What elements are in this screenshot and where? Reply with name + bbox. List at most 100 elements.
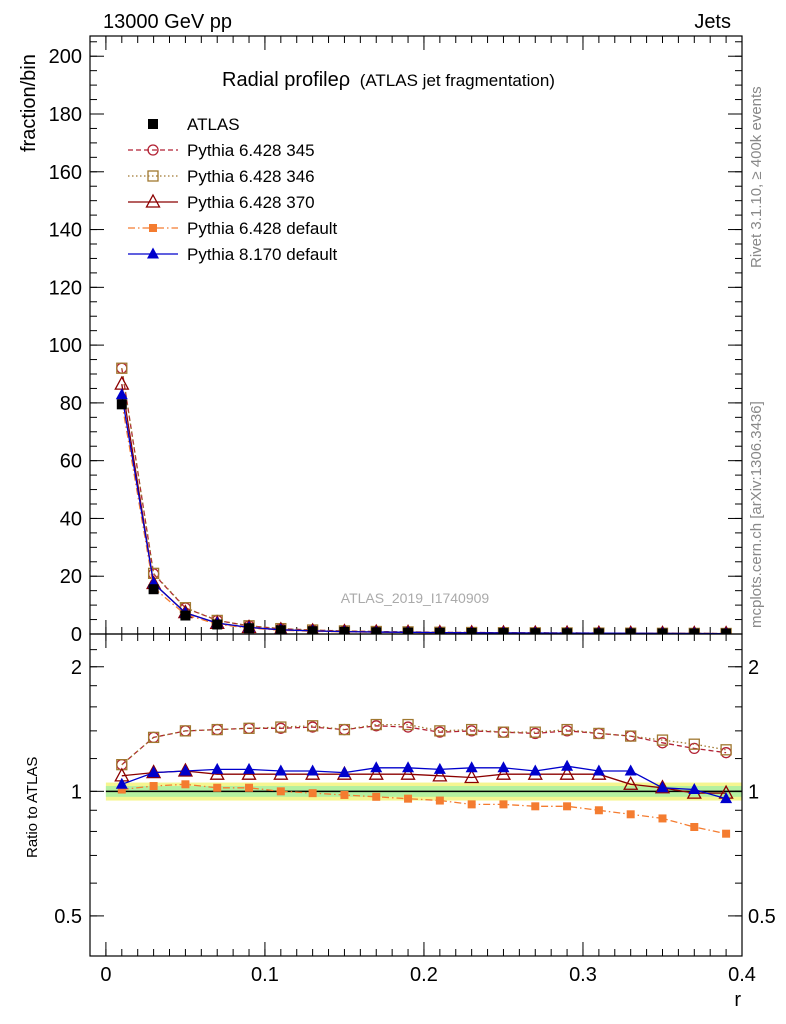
ratio-series-pythia-6-428-346 [116, 718, 732, 771]
data-point [148, 584, 159, 595]
ratio-data [105, 718, 742, 838]
legend-item: Pythia 8.170 default [128, 245, 338, 264]
ratio-point [147, 731, 160, 744]
ratio-point [497, 726, 510, 738]
ratio-point [117, 785, 126, 794]
ratio-point [563, 802, 572, 811]
data-point [180, 610, 191, 621]
y-tick-label: 1 [71, 781, 82, 803]
ratio-point [720, 792, 733, 804]
ratio-point [245, 783, 254, 792]
y-tick-label: 80 [60, 393, 82, 415]
ratio-y-axis-label: Ratio to ATLAS [24, 757, 41, 858]
ratio-point [656, 781, 669, 793]
ratio-point [275, 721, 287, 733]
ratio-point [306, 720, 319, 732]
ratio-point [497, 761, 510, 773]
ratio-point [688, 783, 701, 795]
legend-marker [148, 119, 158, 129]
ratio-panel: 0 0.1 0.2 0.3 0.4 0.5 0.5 1 1 2 2 [54, 633, 776, 986]
legend-item: Pythia 6.428 346 [128, 167, 315, 186]
legend-label: Pythia 6.428 346 [187, 167, 315, 186]
ratio-point [211, 723, 223, 736]
ratio-point [722, 829, 731, 838]
ratio-point [338, 766, 351, 778]
y-tick-label: 120 [49, 277, 82, 299]
ratio-point [404, 794, 413, 803]
data-point [212, 619, 223, 630]
y-tick-label: 140 [49, 220, 82, 242]
ratio-series-pythia-6-428-default [117, 780, 731, 838]
x-tick-label: 0.4 [728, 964, 756, 986]
data-point [275, 625, 286, 634]
ratio-point [177, 762, 194, 777]
ratio-point [434, 725, 446, 737]
ratio-point [720, 744, 732, 756]
watermark: ATLAS_2019_I1740909 [341, 590, 490, 606]
ratio-point [466, 723, 478, 736]
legend-marker [147, 247, 159, 259]
data-point [339, 626, 350, 634]
x-tick-label: 0.2 [410, 964, 438, 986]
data-point [625, 628, 636, 634]
ratio-point [243, 762, 256, 774]
y-tick-label: 180 [49, 104, 82, 126]
source-label: mcplots.cern.ch [arXiv:1306.3436] [748, 401, 765, 628]
ratio-point [624, 764, 637, 776]
data-point [530, 628, 541, 634]
ratio-point [368, 765, 384, 780]
data-point [116, 362, 128, 374]
rivet-label: Rivet 3.1.10, ≥ 400k events [748, 86, 765, 268]
header-left: 13000 GeV pp [103, 11, 232, 33]
legend: ATLAS Pythia 6.428 345 Pythia 6.428 346 Pyt… [128, 115, 338, 264]
ratio-series-pythia-6-428-345 [116, 720, 732, 771]
ratio-point [658, 814, 667, 823]
ratio-point [179, 764, 192, 776]
data-point [466, 627, 477, 634]
ratio-point [561, 723, 573, 736]
main-title-symbol: ρ [339, 69, 350, 91]
x-tick-label: 0 [100, 964, 111, 986]
main-title-text: Radial profile [222, 69, 339, 91]
ratio-point [211, 762, 224, 774]
main-title: Radial profileρ (ATLAS jet fragmentation… [222, 69, 555, 91]
series-line [121, 394, 727, 634]
ratio-point [179, 725, 192, 737]
y-tick-label: 160 [49, 162, 82, 184]
data-point [434, 627, 445, 634]
ratio-point [435, 796, 444, 805]
ratio-point [146, 764, 162, 779]
y-tick-label-right: 2 [748, 657, 759, 679]
legend-marker [149, 224, 157, 232]
ratio-point [402, 761, 415, 773]
ratio-point [495, 765, 512, 780]
y-tick-label: 0 [71, 624, 82, 646]
data-point [116, 399, 127, 410]
ratio-point [499, 800, 508, 809]
data-point [244, 623, 255, 634]
main-panel: 0 20 40 60 80 100 120 140 160 180 200 [49, 35, 743, 646]
y-tick-label: 20 [60, 566, 82, 588]
ratio-point [467, 800, 476, 809]
ratio-point [690, 822, 699, 831]
data-point [593, 628, 604, 634]
legend-label: Pythia 6.428 370 [187, 193, 315, 212]
legend-item: ATLAS [148, 115, 240, 134]
ratio-point [149, 782, 158, 791]
legend-marker [147, 170, 159, 182]
ratio-point [626, 810, 635, 819]
header-right: Jets [694, 11, 731, 33]
main-y-axis-label: fraction/bin [18, 54, 40, 152]
ratio-point [656, 734, 669, 746]
ratio-point [338, 723, 351, 736]
legend-item: Pythia 6.428 345 [128, 141, 315, 160]
ratio-point [592, 764, 605, 776]
legend-marker [145, 193, 161, 208]
ratio-line [121, 770, 727, 794]
data-point [371, 627, 382, 634]
ratio-point [623, 775, 639, 790]
ratio-point [432, 767, 448, 782]
ratio-point [308, 789, 317, 798]
panel-frame [89, 633, 743, 957]
